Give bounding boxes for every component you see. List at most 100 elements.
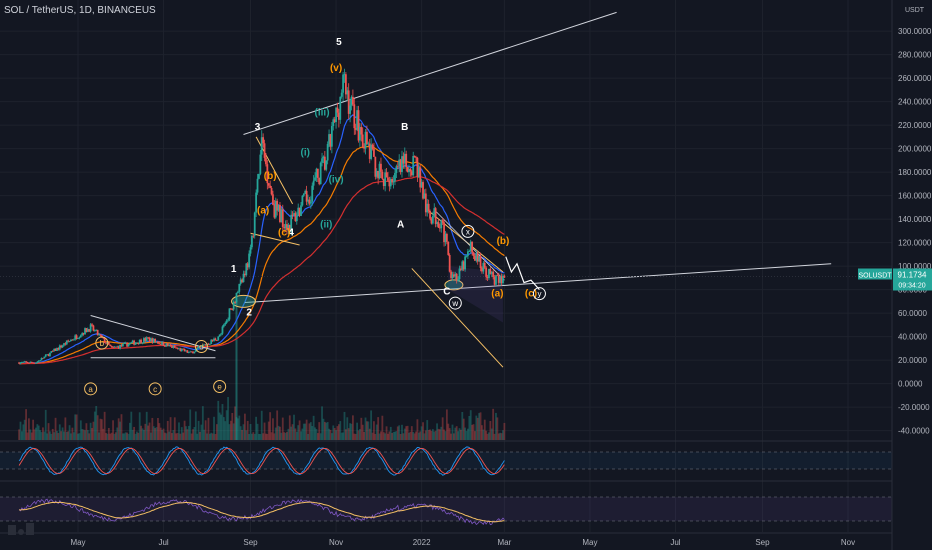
candle-body (207, 343, 210, 345)
time-axis[interactable]: May Jul Sep Nov 2022 Mar May Jul Sep Nov (0, 532, 892, 547)
volume-bar (344, 429, 347, 440)
volume-bar (405, 426, 408, 440)
volume-bar (272, 418, 274, 440)
volume-bar (349, 423, 351, 440)
volume-bar (322, 418, 325, 440)
volume-bar (169, 417, 172, 440)
candle-body (405, 153, 408, 168)
y-tick-label: 180.0000 (898, 168, 932, 177)
wave-label: (b) (264, 171, 277, 182)
wave-label-circle (194, 340, 208, 354)
volume-bar (84, 430, 86, 440)
candle-body (154, 338, 157, 342)
volume-bar (467, 428, 469, 440)
volume-bar (440, 426, 443, 440)
candle-body (213, 338, 215, 341)
wave-label: (c) (525, 289, 537, 300)
volume-bar (302, 423, 305, 440)
candle-body (109, 344, 112, 347)
volume-bar (234, 406, 236, 440)
volume-bar (103, 411, 106, 440)
candle-body (236, 291, 239, 293)
volume-bar (32, 419, 35, 440)
volume-bar (406, 425, 409, 440)
volume-bar (395, 431, 398, 440)
candle-body (242, 273, 245, 283)
wave-label: b (100, 339, 105, 348)
volume-bar (112, 420, 114, 440)
candle-body (28, 362, 30, 364)
volume-bar (346, 417, 349, 440)
price-axis[interactable]: -40.0000 -20.0000 0.0000 20.0000 40.0000 60.0… (858, 0, 932, 550)
candle-body (468, 250, 471, 252)
candle-body (88, 329, 91, 332)
volume-bar (382, 432, 385, 440)
volume-bar (166, 420, 169, 440)
volume-bar (280, 432, 283, 440)
volume-bar (222, 417, 225, 440)
candle-body (93, 330, 96, 332)
y-tick-label: 40.0000 (898, 333, 927, 342)
symbol-title[interactable]: SOL / TetherUS, 1D, BINANCEUS (4, 5, 156, 16)
candle-body (75, 335, 78, 339)
candle-body (145, 337, 148, 341)
volume-bar (68, 425, 71, 440)
candle-body (29, 361, 32, 363)
candle-body (157, 341, 159, 344)
volume-bar (179, 433, 182, 440)
volume-bar (178, 422, 180, 440)
candle-body (321, 158, 323, 163)
volume-bar (116, 427, 119, 440)
volume-bar (113, 433, 116, 440)
candle-body (315, 168, 318, 178)
volume-bar (366, 421, 368, 440)
volume-bar (459, 429, 462, 440)
candle-body (422, 182, 424, 199)
candle-body (238, 283, 241, 292)
candle-body (270, 187, 273, 195)
candle-body (438, 227, 441, 229)
candle-body (311, 185, 314, 202)
volume-bar (92, 421, 95, 440)
candle-body (165, 343, 168, 347)
volume-bar (82, 429, 85, 440)
volume-bar (245, 430, 248, 440)
volume-bar (148, 422, 151, 440)
volume-bar (201, 406, 204, 440)
candle-body (340, 92, 343, 97)
candle-body (123, 343, 126, 344)
wedge-lower-line (250, 232, 300, 246)
volume-bar (286, 431, 288, 440)
volume-bar (293, 414, 295, 440)
candle-body (353, 104, 356, 129)
volume-bar (218, 412, 221, 440)
volume-bar (336, 426, 339, 440)
candle-body (298, 207, 301, 216)
candle-body (36, 361, 39, 363)
volume-bar (58, 424, 61, 440)
candle-body (291, 214, 294, 216)
wave-label: w (451, 299, 458, 308)
candle-body (281, 209, 284, 227)
volume-bar (241, 429, 243, 440)
y-tick-label: 160.0000 (898, 192, 932, 201)
candle-body (288, 224, 291, 232)
volume-bar (350, 423, 353, 440)
candle-body (357, 110, 360, 141)
volume-bar (86, 430, 89, 440)
candle-body (417, 167, 420, 178)
volume-bar (190, 433, 193, 440)
wave-label: 3 (255, 122, 261, 133)
volume-bar (232, 423, 235, 440)
candle-body (457, 279, 459, 281)
volume-bar (305, 419, 308, 440)
volume-bar (117, 418, 120, 440)
volume-bar (371, 432, 374, 440)
candle-body (166, 343, 169, 346)
candle-body (276, 200, 279, 211)
candle-body (490, 271, 493, 274)
x-tick-label: Nov (329, 538, 343, 547)
candle-body (42, 357, 44, 359)
